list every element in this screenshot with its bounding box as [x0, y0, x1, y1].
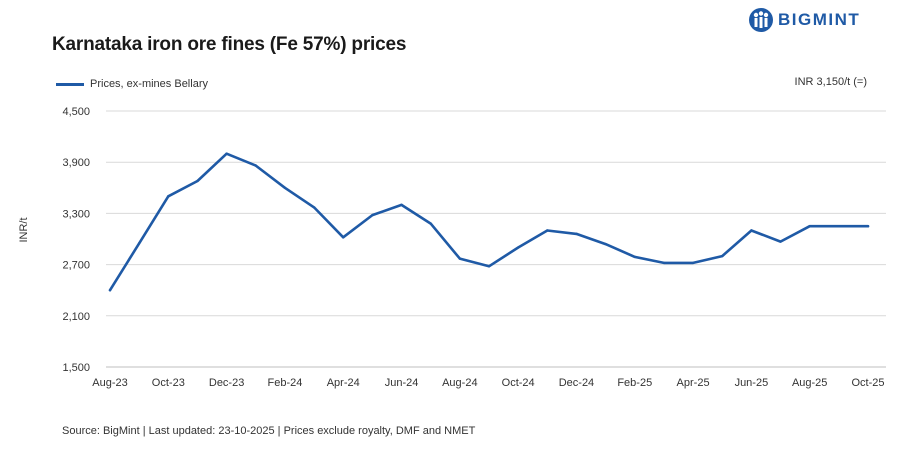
price-note: INR 3,150/t (=) [794, 76, 867, 88]
data-point [487, 265, 491, 268]
data-point [750, 229, 753, 232]
data-point [225, 152, 228, 155]
data-point [721, 254, 724, 258]
data-point [575, 232, 578, 236]
data-point [137, 242, 141, 245]
data-point [458, 257, 462, 260]
data-point [662, 261, 666, 265]
data-point [691, 261, 695, 265]
data-point [516, 246, 520, 249]
data-point [312, 206, 316, 209]
data-point [371, 213, 374, 217]
x-tick-label: Jun-25 [735, 377, 769, 389]
y-tick-label: 2,700 [62, 260, 90, 272]
data-point [808, 225, 811, 228]
data-point [837, 225, 841, 228]
x-tick-label: Oct-24 [502, 377, 535, 389]
y-tick-label: 4,500 [62, 106, 90, 118]
brand-name: BIGMINT [778, 10, 861, 29]
data-point [866, 225, 870, 228]
y-tick-label: 1,500 [62, 362, 90, 374]
data-point [400, 203, 403, 207]
x-tick-label: Jun-24 [385, 377, 419, 389]
data-point [283, 186, 287, 189]
data-point [604, 242, 607, 246]
series-line-prices [108, 152, 870, 292]
data-point [633, 255, 636, 259]
data-point [196, 179, 199, 183]
x-tick-label: Aug-24 [442, 377, 477, 389]
x-tick-label: Dec-24 [559, 377, 594, 389]
data-point [254, 164, 257, 167]
x-tick-label: Oct-25 [851, 377, 884, 389]
brand-logo: BIGMINT [748, 5, 860, 35]
y-tick-label: 3,900 [62, 157, 90, 169]
data-point [546, 229, 549, 232]
legend-swatch [56, 82, 84, 86]
y-tick-label: 2,100 [62, 311, 90, 323]
data-point [342, 236, 345, 239]
x-tick-label: Aug-25 [792, 377, 827, 389]
data-point [429, 222, 432, 225]
chart-title: Karnataka iron ore fines (Fe 57%) prices [52, 34, 407, 55]
bigmint-logo-icon [749, 8, 773, 32]
y-tick-label: 3,300 [62, 208, 90, 220]
x-tick-label: Feb-25 [617, 377, 652, 389]
data-point [108, 289, 112, 292]
data-point [779, 240, 782, 243]
x-tick-label: Dec-23 [209, 377, 244, 389]
source-note: Source: BigMint | Last updated: 23-10-20… [62, 425, 476, 437]
x-tick-label: Apr-24 [327, 377, 360, 389]
x-tick-label: Feb-24 [267, 377, 302, 389]
x-tick-label: Oct-23 [152, 377, 185, 389]
chart-legend: Prices, ex-mines Bellary [56, 78, 208, 90]
x-tick-label: Aug-23 [92, 377, 127, 389]
legend-label: Prices, ex-mines Bellary [90, 78, 208, 90]
data-point [167, 195, 170, 198]
x-tick-label: Apr-25 [677, 377, 710, 389]
